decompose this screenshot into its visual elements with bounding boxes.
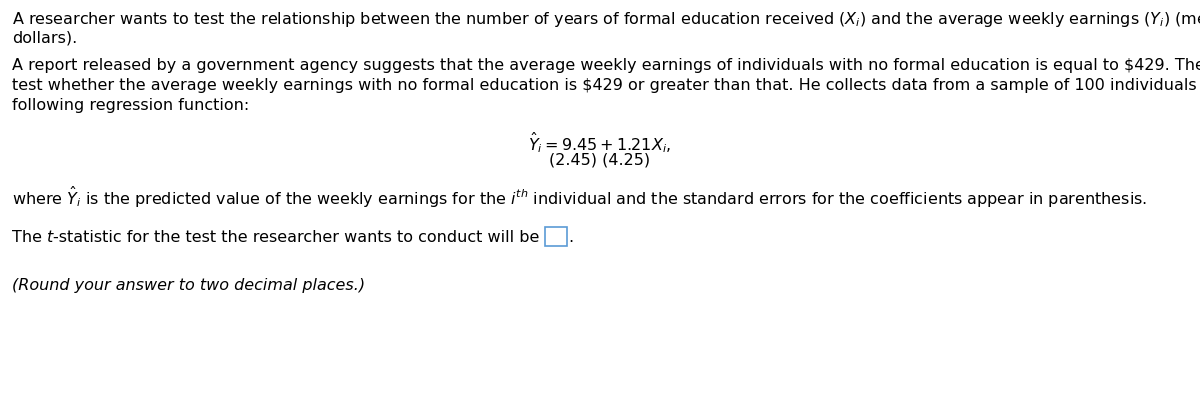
Text: (2.45) (4.25): (2.45) (4.25) xyxy=(550,152,650,167)
Text: -statistic for the test the researcher wants to conduct will be: -statistic for the test the researcher w… xyxy=(53,230,540,245)
Text: The: The xyxy=(12,230,47,245)
Text: A report released by a government agency suggests that the average weekly earnin: A report released by a government agency… xyxy=(12,58,1200,73)
Text: dollars).: dollars). xyxy=(12,30,77,45)
Text: A researcher wants to test the relationship between the number of years of forma: A researcher wants to test the relations… xyxy=(12,10,1200,29)
Text: following regression function:: following regression function: xyxy=(12,98,250,113)
Text: test whether the average weekly earnings with no formal education is $429 or gre: test whether the average weekly earnings… xyxy=(12,78,1200,93)
Text: t: t xyxy=(47,230,53,245)
Text: (Round your answer to two decimal places.): (Round your answer to two decimal places… xyxy=(12,278,365,293)
Text: $\hat{Y}_i = 9.45 + 1.21X_i,$: $\hat{Y}_i = 9.45 + 1.21X_i,$ xyxy=(528,130,672,155)
Text: .: . xyxy=(569,230,574,245)
Bar xyxy=(545,227,566,246)
Text: where $\hat{Y}_i$ is the predicted value of the weekly earnings for the $i^{th}$: where $\hat{Y}_i$ is the predicted value… xyxy=(12,185,1147,210)
